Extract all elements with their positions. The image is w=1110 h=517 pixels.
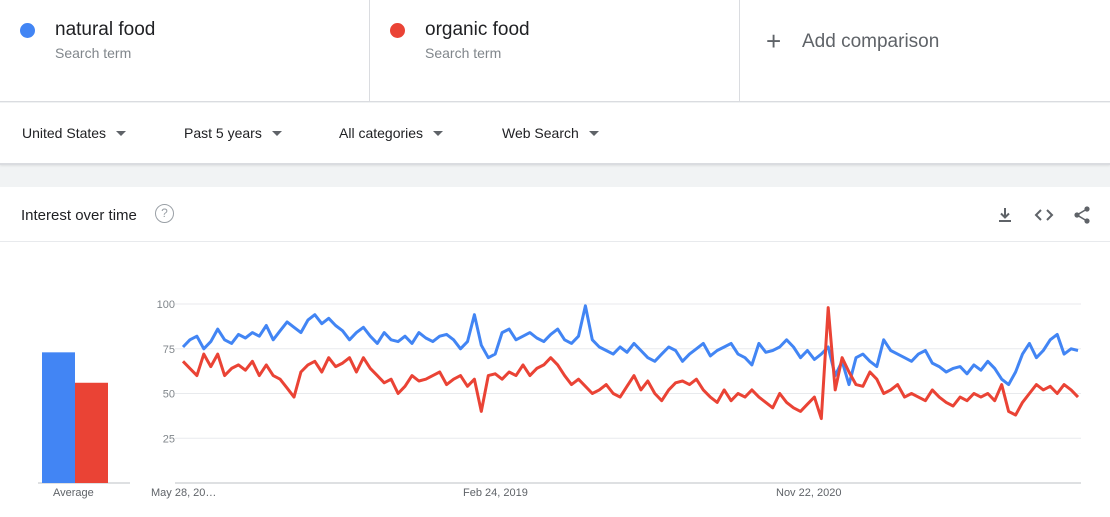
y-tick-label: 50	[163, 389, 175, 401]
plus-icon: +	[766, 26, 782, 56]
share-icon[interactable]	[1071, 204, 1093, 226]
term-type: Search term	[55, 45, 132, 61]
term-card-natural-food[interactable]: natural food Search term	[0, 0, 370, 102]
series-color-dot	[20, 23, 35, 38]
chevron-down-icon	[116, 130, 127, 136]
chevron-down-icon	[433, 130, 444, 136]
term-card-organic-food[interactable]: organic food Search term	[370, 0, 740, 102]
search-terms-bar: natural food Search term organic food Se…	[0, 0, 1110, 102]
add-comparison-label: Add comparison	[802, 31, 940, 52]
x-tick-label: Nov 22, 2020	[776, 487, 841, 499]
chevron-down-icon	[588, 130, 599, 136]
term-type: Search term	[425, 45, 502, 61]
card-title: Interest over time	[21, 207, 137, 224]
region-label: United States	[22, 125, 107, 141]
term-name[interactable]: organic food	[425, 19, 530, 40]
y-tick-label: 25	[163, 433, 175, 445]
term-name[interactable]: natural food	[55, 19, 156, 40]
chevron-down-icon	[271, 130, 282, 136]
card-header: Interest over time ?	[0, 187, 1110, 242]
series-line-organic-food	[181, 306, 1080, 421]
help-icon[interactable]: ?	[155, 204, 174, 223]
embed-icon[interactable]	[1033, 204, 1055, 226]
interest-chart: 25 50 75 100 May 28, 20… Feb 24, 2019 Nov 22, …	[38, 299, 1081, 499]
region-dropdown[interactable]: United States	[22, 125, 127, 141]
y-tick-label: 75	[163, 344, 175, 356]
average-bar-organic-food	[75, 382, 108, 483]
interest-over-time-card: Interest over time ? 25 50 75 100 May 28, 20…	[0, 187, 1110, 517]
series-line-natural-food	[181, 304, 1079, 387]
search-type-label: Web Search	[502, 125, 579, 141]
category-label: All categories	[339, 125, 424, 141]
average-bar-natural-food	[42, 352, 75, 483]
add-comparison-button[interactable]: + Add comparison	[740, 0, 1110, 101]
average-label: Average	[53, 487, 94, 499]
category-dropdown[interactable]: All categories	[339, 125, 444, 141]
period-dropdown[interactable]: Past 5 years	[184, 125, 282, 141]
y-tick-label: 100	[157, 299, 175, 311]
x-tick-label: Feb 24, 2019	[463, 487, 528, 499]
x-tick-label: May 28, 20…	[151, 487, 216, 499]
search-type-dropdown[interactable]: Web Search	[502, 125, 599, 141]
series-color-dot	[390, 23, 405, 38]
filter-bar: United States Past 5 years All categorie…	[0, 103, 1110, 165]
period-label: Past 5 years	[184, 125, 262, 141]
download-icon[interactable]	[994, 204, 1016, 226]
